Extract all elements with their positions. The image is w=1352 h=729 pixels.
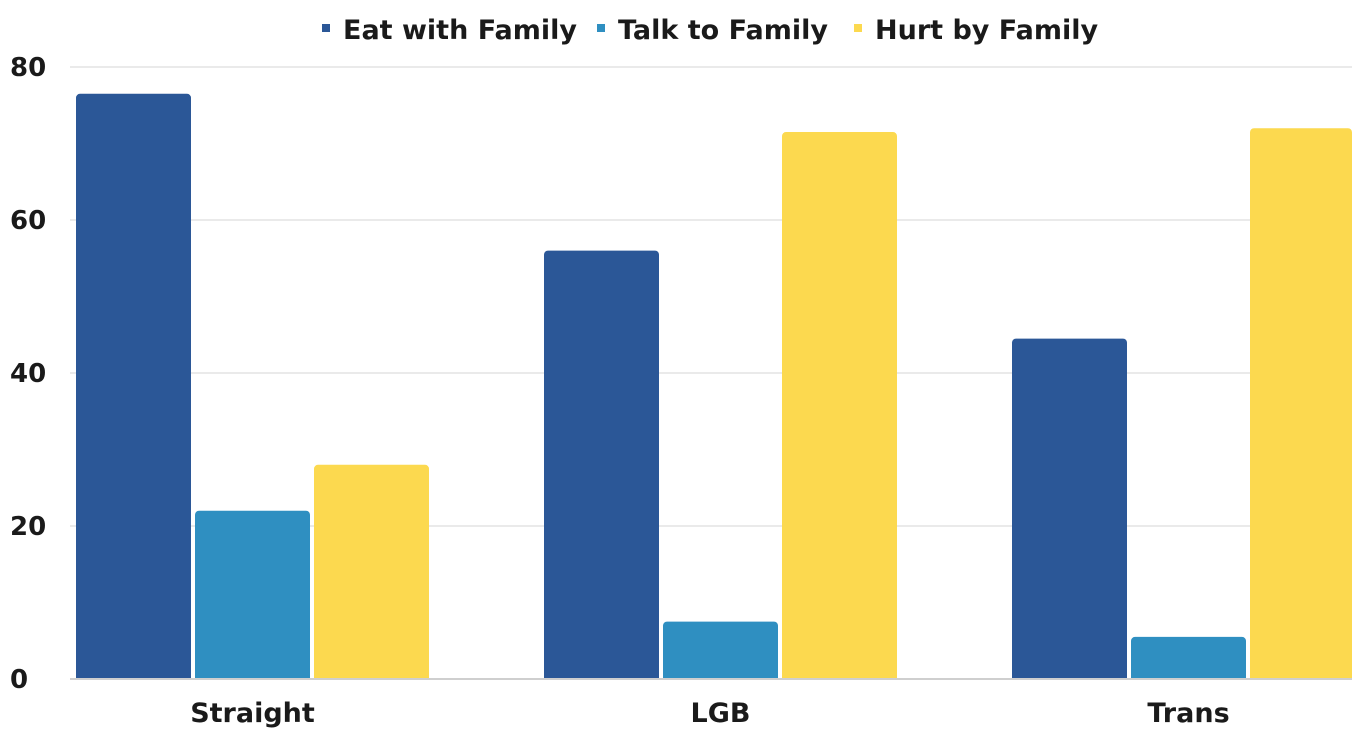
bar-talk-to-family-trans — [1131, 636, 1246, 679]
legend: Eat with Family Talk to Family Hurt by Fam… — [322, 15, 1098, 46]
bar-base — [1012, 673, 1127, 679]
bar-base — [782, 673, 897, 679]
bar-talk-to-family-straight — [195, 510, 310, 679]
y-axis: 0 20 40 60 80 — [10, 53, 46, 695]
bar-hurt-by-family-trans — [1250, 128, 1352, 679]
bar-base — [663, 673, 778, 679]
x-tick-label: Trans — [1147, 698, 1229, 729]
x-tick-label: LGB — [691, 698, 751, 729]
y-tick-label: 20 — [10, 512, 46, 542]
x-axis: Straight LGB Trans — [70, 678, 1352, 729]
y-tick-label: 60 — [10, 206, 46, 236]
y-tick-label: 0 — [10, 665, 28, 695]
y-tick-label: 80 — [10, 53, 46, 83]
bar-base — [76, 673, 191, 679]
bar-hurt-by-family-lgb — [782, 132, 897, 679]
bar-base — [195, 673, 310, 679]
bar-base — [1250, 673, 1352, 679]
legend-marker — [597, 24, 605, 32]
bar-eat-with-family-lgb — [544, 250, 659, 679]
bars — [76, 93, 1352, 679]
legend-label: Hurt by Family — [875, 15, 1098, 46]
legend-label: Talk to Family — [618, 15, 828, 46]
y-tick-label: 40 — [10, 359, 46, 389]
bar-base — [1131, 673, 1246, 679]
bar-base — [544, 673, 659, 679]
bar-hurt-by-family-straight — [314, 464, 429, 679]
bar-eat-with-family-trans — [1012, 338, 1127, 679]
legend-label: Eat with Family — [343, 15, 577, 46]
bar-eat-with-family-straight — [76, 93, 191, 679]
legend-marker — [322, 24, 330, 32]
legend-marker — [854, 24, 862, 32]
bar-talk-to-family-lgb — [663, 621, 778, 679]
bar-base — [314, 673, 429, 679]
gridlines — [70, 66, 1352, 527]
x-tick-label: Straight — [190, 698, 315, 729]
